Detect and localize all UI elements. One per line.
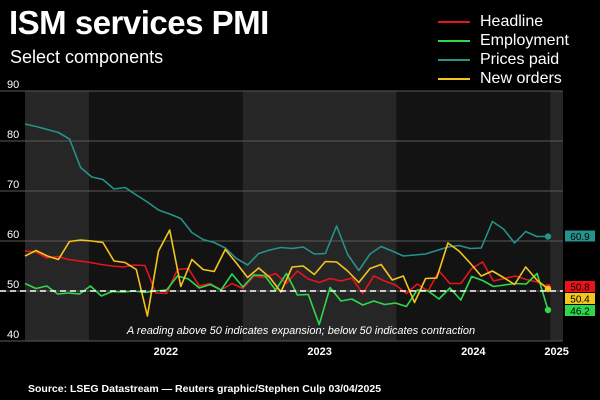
end-label-bg-employment <box>565 305 595 316</box>
year-band-2023 <box>242 91 397 341</box>
end-label-prices-paid: 60.9 <box>570 232 590 243</box>
year-band-2021 <box>25 91 90 341</box>
legend-item-prices-paid: Prices paid <box>438 50 598 69</box>
year-band-2024 <box>396 91 551 341</box>
end-label-bg-prices-paid <box>565 230 595 242</box>
legend-label-new-orders: New orders <box>480 70 562 87</box>
y-tick-label: 50 <box>7 279 19 291</box>
series-line-prices-paid <box>24 123 548 272</box>
x-tick-label: 2024 <box>461 346 486 358</box>
legend-label-prices-paid: Prices paid <box>480 51 560 68</box>
year-band-2025 <box>550 91 563 341</box>
series-line-new-orders <box>24 229 549 317</box>
annotation-note: A reading above 50 indicates expansion; … <box>126 325 475 337</box>
x-tick-label: 2025 <box>544 346 568 358</box>
end-label-bg-headline <box>565 281 595 292</box>
legend: Headline Employment Prices paid New orde… <box>438 12 598 88</box>
legend-swatch-employment <box>438 40 470 42</box>
y-tick-label: 60 <box>7 229 19 241</box>
legend-swatch-headline <box>438 21 470 23</box>
source-note: Source: LSEG Datastream — Reuters graphi… <box>28 383 382 395</box>
legend-item-headline: Headline <box>438 12 598 31</box>
series-end-dot-employment <box>544 306 552 314</box>
legend-item-employment: Employment <box>438 31 598 50</box>
series-end-dot-new-orders <box>544 285 552 293</box>
legend-item-new-orders: New orders <box>438 69 598 88</box>
year-band-2022 <box>89 91 243 341</box>
end-label-employment: 46.2 <box>570 307 590 318</box>
y-tick-label: 90 <box>7 79 19 91</box>
end-label-new-orders: 50.4 <box>570 295 590 306</box>
end-label-headline: 50.8 <box>570 283 590 294</box>
legend-swatch-new-orders <box>438 78 470 80</box>
y-tick-label: 70 <box>7 179 19 191</box>
x-tick-label: 2022 <box>154 346 178 358</box>
legend-label-headline: Headline <box>480 13 544 30</box>
series-end-dot-prices-paid <box>544 233 552 240</box>
legend-label-employment: Employment <box>480 32 569 49</box>
legend-swatch-prices-paid <box>438 59 470 61</box>
y-tick-label: 40 <box>7 329 19 341</box>
chart-subtitle: Select components <box>10 47 164 67</box>
end-label-bg-new-orders <box>565 293 595 304</box>
series-line-headline <box>24 250 549 295</box>
chart-title: ISM services PMI <box>9 4 269 41</box>
y-tick-label: 80 <box>7 129 19 141</box>
x-tick-label: 2023 <box>307 346 331 358</box>
